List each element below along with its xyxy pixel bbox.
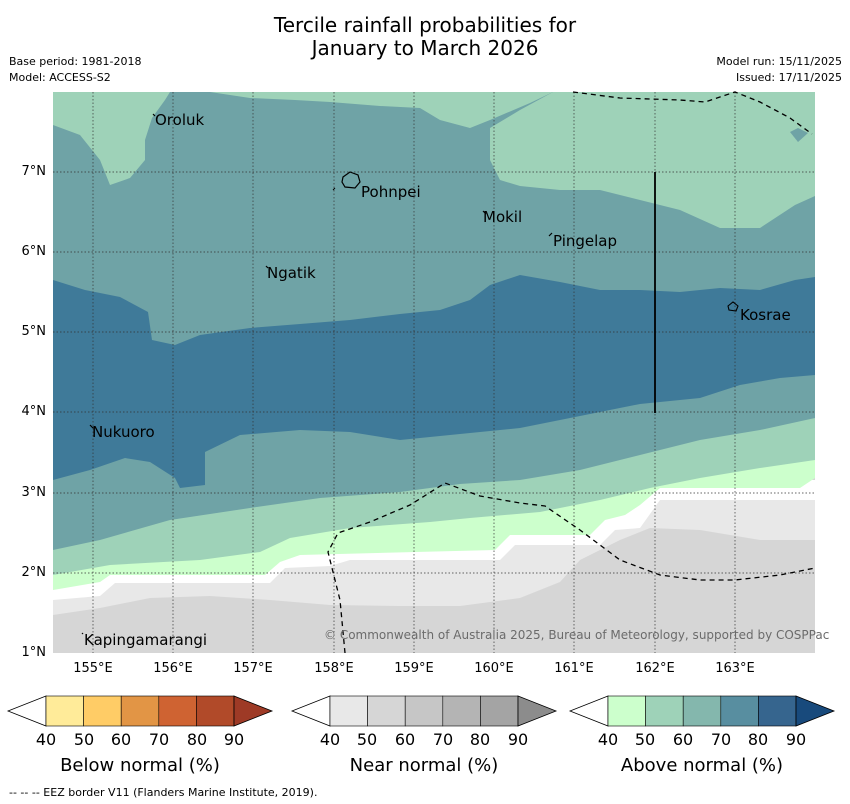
below-tick: 80 xyxy=(186,730,208,749)
map-title: Tercile rainfall probabilities for Janua… xyxy=(0,14,850,60)
eez-note: -- -- -- EEZ border V11 (Flanders Marine… xyxy=(9,786,318,799)
above-colorbar-segment xyxy=(758,695,797,727)
atoll-marks xyxy=(81,113,553,635)
above-tick: 80 xyxy=(747,730,769,749)
above-tick: 40 xyxy=(597,730,619,749)
below-normal-label: Below normal (%) xyxy=(60,755,220,776)
ant-atoll xyxy=(332,187,336,191)
near-tick: 70 xyxy=(432,730,454,749)
lon-label: 160°E xyxy=(474,661,514,676)
lon-label: 156°E xyxy=(153,661,193,676)
below-tick: 50 xyxy=(73,730,95,749)
below-tick: 70 xyxy=(148,730,170,749)
above-normal-70-region xyxy=(53,275,815,488)
lon-label: 161°E xyxy=(554,661,594,676)
above-tick: 50 xyxy=(634,730,656,749)
place-label-pingelap: Pingelap xyxy=(553,232,618,250)
near-tick: 80 xyxy=(469,730,491,749)
place-label-ngatik: Ngatik xyxy=(267,264,316,282)
colorbar-above xyxy=(568,695,836,727)
copyright-credit: © Commonwealth of Australia 2025, Bureau… xyxy=(324,628,830,642)
near-tick: 90 xyxy=(507,730,529,749)
above-normal-60-patch xyxy=(790,128,808,142)
model-run: Model run: 15/11/2025 xyxy=(716,55,842,68)
title-line-1: Tercile rainfall probabilities for xyxy=(273,13,577,37)
lon-label: 162°E xyxy=(635,661,675,676)
graticule xyxy=(53,92,815,653)
above-tick: 90 xyxy=(785,730,807,749)
lat-label: 2°N xyxy=(21,565,47,580)
place-label-mokil: Mokil xyxy=(483,208,523,226)
lat-label: 4°N xyxy=(21,404,47,419)
above-colorbar-segment xyxy=(607,695,646,727)
above-colorbar-segment xyxy=(720,695,759,727)
near-normal-label: Near normal (%) xyxy=(349,755,499,776)
lon-label: 163°E xyxy=(715,661,755,676)
lon-label: 157°E xyxy=(233,661,273,676)
lon-label: 155°E xyxy=(73,661,113,676)
below-tick: 40 xyxy=(35,730,57,749)
above-colorbar-max-arrow xyxy=(795,695,836,727)
title-line-2: January to March 2026 xyxy=(311,36,539,60)
near-colorbar-segment xyxy=(480,695,519,727)
lon-label: 158°E xyxy=(314,661,354,676)
issued-date: Issued: 17/11/2025 xyxy=(735,71,842,84)
lat-label: 6°N xyxy=(21,244,47,259)
below-colorbar-max-arrow xyxy=(233,695,274,727)
lon-label: 159°E xyxy=(394,661,434,676)
eez-border xyxy=(327,91,816,654)
meta-left: Base period: 1981-2018 Model: ACCESS-S2 xyxy=(9,54,141,86)
near-colorbar-segment xyxy=(367,695,406,727)
place-label-pohnpei: Pohnpei xyxy=(361,183,421,201)
near-tick: 50 xyxy=(356,730,378,749)
place-label-oroluk: Oroluk xyxy=(155,111,205,129)
place-label-kosrae: Kosrae xyxy=(740,306,791,324)
near-colorbar-segment xyxy=(329,695,368,727)
below-colorbar-segment xyxy=(83,695,122,727)
below-colorbar-segment xyxy=(158,695,197,727)
colorbar-near xyxy=(290,695,558,727)
near-tick: 60 xyxy=(394,730,416,749)
place-label-kapingamarangi: Kapingamarangi xyxy=(84,631,208,649)
near-colorbar-max-arrow xyxy=(517,695,558,727)
above-colorbar-segment xyxy=(645,695,684,727)
lat-label: 3°N xyxy=(21,485,47,500)
colorbars xyxy=(6,695,836,727)
below-tick: 90 xyxy=(223,730,245,749)
near-tick: 40 xyxy=(319,730,341,749)
place-label-nukuoro: Nukuoro xyxy=(92,423,155,441)
near-colorbar-segment xyxy=(442,695,481,727)
lat-label: 7°N xyxy=(21,164,47,179)
above-tick: 70 xyxy=(710,730,732,749)
above-colorbar-segment xyxy=(682,695,722,727)
near-colorbar-segment xyxy=(404,695,444,727)
below-colorbar-min-arrow xyxy=(6,695,47,727)
below-colorbar-segment xyxy=(196,695,235,727)
lat-label: 5°N xyxy=(21,324,47,339)
above-tick: 60 xyxy=(672,730,694,749)
model-name: Model: ACCESS-S2 xyxy=(9,71,111,84)
near-colorbar-min-arrow xyxy=(290,695,331,727)
kosrae-island xyxy=(727,301,739,312)
below-colorbar-segment xyxy=(45,695,84,727)
below-tick: 60 xyxy=(110,730,132,749)
colorbar-below xyxy=(6,695,274,727)
base-period: Base period: 1981-2018 xyxy=(9,55,142,68)
meta-right: Model run: 15/11/2025 Issued: 17/11/2025 xyxy=(716,54,842,86)
lat-label: 1°N xyxy=(21,645,47,660)
above-normal-50-region-ne xyxy=(490,92,815,228)
above-normal-label: Above normal (%) xyxy=(620,755,784,776)
above-colorbar-min-arrow xyxy=(568,695,609,727)
pohnpei-island xyxy=(341,171,361,189)
below-colorbar-segment xyxy=(120,695,160,727)
